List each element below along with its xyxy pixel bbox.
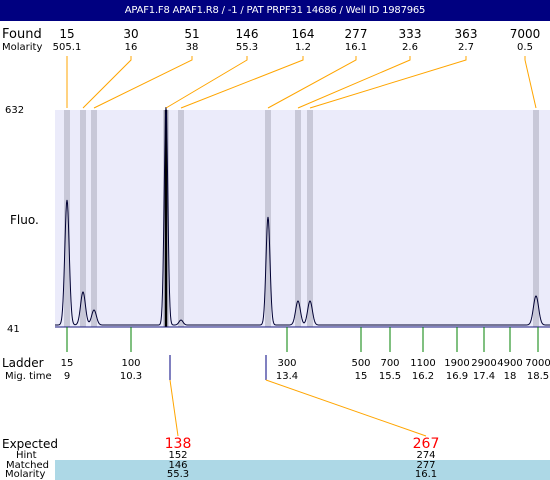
peak-band [80, 110, 86, 327]
found-size-value: 146 [235, 27, 259, 41]
peak-connector-line [93, 56, 193, 109]
expected-label: Expected [2, 437, 58, 451]
hint-size-value: 152 [168, 450, 188, 461]
matched-label: Matched [6, 460, 50, 471]
found-size-value: 30 [123, 27, 139, 41]
found-size-value: 164 [291, 27, 315, 41]
expected-size-value: 267 [412, 436, 440, 452]
expected-connector-line [169, 379, 179, 437]
migration-time-value: 13.4 [275, 371, 299, 382]
found-molarity-value: 2.6 [402, 42, 418, 53]
migration-time-value: 16.9 [445, 371, 469, 382]
found-molarity-value: 505.1 [52, 42, 82, 53]
migration-time-value: 18.5 [526, 371, 550, 382]
expected-size-value: 138 [164, 436, 192, 452]
found-size-value: 51 [184, 27, 200, 41]
found-molarity-value: 0.5 [517, 42, 533, 53]
peak-connector-line [267, 56, 357, 109]
matched-size-value: 277 [416, 460, 436, 471]
migration-time-value: 16.2 [411, 371, 435, 382]
ladder-size-value: 500 [351, 358, 371, 369]
found-size-value: 277 [344, 27, 368, 41]
fluo-axis-label: Fluo. [10, 213, 39, 227]
migration-time-value: 17.4 [472, 371, 496, 382]
found-size-value: 333 [398, 27, 422, 41]
ladder-size-value: 100 [121, 358, 141, 369]
hint-size-value: 274 [416, 450, 436, 461]
found-molarity-value: 16 [124, 42, 138, 53]
found-molarity-value: 2.7 [458, 42, 474, 53]
matched-molarity-value: 16.1 [414, 469, 438, 480]
y-min-label: 41 [7, 324, 20, 335]
peak-connector-line [297, 56, 411, 109]
matched-molarity-value: 55.3 [166, 469, 190, 480]
ladder-size-value: 2900 [471, 358, 497, 369]
found-size-value: 363 [454, 27, 478, 41]
peak-connector-line [180, 56, 304, 109]
matched-row-background [55, 460, 550, 480]
peak-connector-line [524, 56, 537, 109]
peak-band [64, 110, 70, 327]
ladder-size-value: 1100 [410, 358, 436, 369]
ladder-size-value: 1900 [444, 358, 470, 369]
plot-area [55, 110, 550, 327]
y-max-label: 632 [5, 105, 25, 116]
expected-connector-line [265, 379, 427, 437]
peak-band [307, 110, 313, 327]
found-label: Found [2, 27, 42, 42]
found-size-value: 7000 [509, 27, 541, 41]
hint-label: Hint [16, 450, 37, 461]
molarity-label: Molarity [2, 42, 43, 53]
title-text: APAF1.F8 APAF1.R8 / -1 / PAT PRPF31 1468… [124, 5, 426, 16]
peak-band [295, 110, 301, 327]
found-molarity-value: 1.2 [295, 42, 311, 53]
migration-time-value: 15 [354, 371, 368, 382]
ladder-size-value: 15 [60, 358, 74, 369]
migration-time-value: 10.3 [119, 371, 143, 382]
window-title-bar: APAF1.F8 APAF1.R8 / -1 / PAT PRPF31 1468… [0, 0, 550, 21]
ladder-label: Ladder [2, 356, 44, 370]
peak-band [91, 110, 97, 327]
ladder-size-value: 4900 [497, 358, 523, 369]
ladder-size-value: 700 [380, 358, 400, 369]
peak-connector-line [82, 56, 132, 109]
found-molarity-value: 55.3 [235, 42, 259, 53]
migration-time-value: 15.5 [378, 371, 402, 382]
mig-time-label: Mig. time [5, 371, 52, 382]
peak-connector-line [309, 56, 467, 109]
found-size-value: 15 [59, 27, 75, 41]
matched-size-value: 146 [168, 460, 188, 471]
migration-time-value: 18 [503, 371, 517, 382]
molarity-bottom-label: Molarity [5, 469, 46, 480]
found-molarity-value: 16.1 [344, 42, 368, 53]
found-molarity-value: 38 [185, 42, 199, 53]
fluorescence-trace [55, 106, 550, 326]
peak-connector-line [165, 56, 248, 109]
peak-band [178, 110, 184, 327]
ladder-size-value: 7000 [525, 358, 550, 369]
ladder-size-value: 300 [277, 358, 297, 369]
migration-time-value: 9 [63, 371, 71, 382]
peak-band [533, 110, 539, 327]
